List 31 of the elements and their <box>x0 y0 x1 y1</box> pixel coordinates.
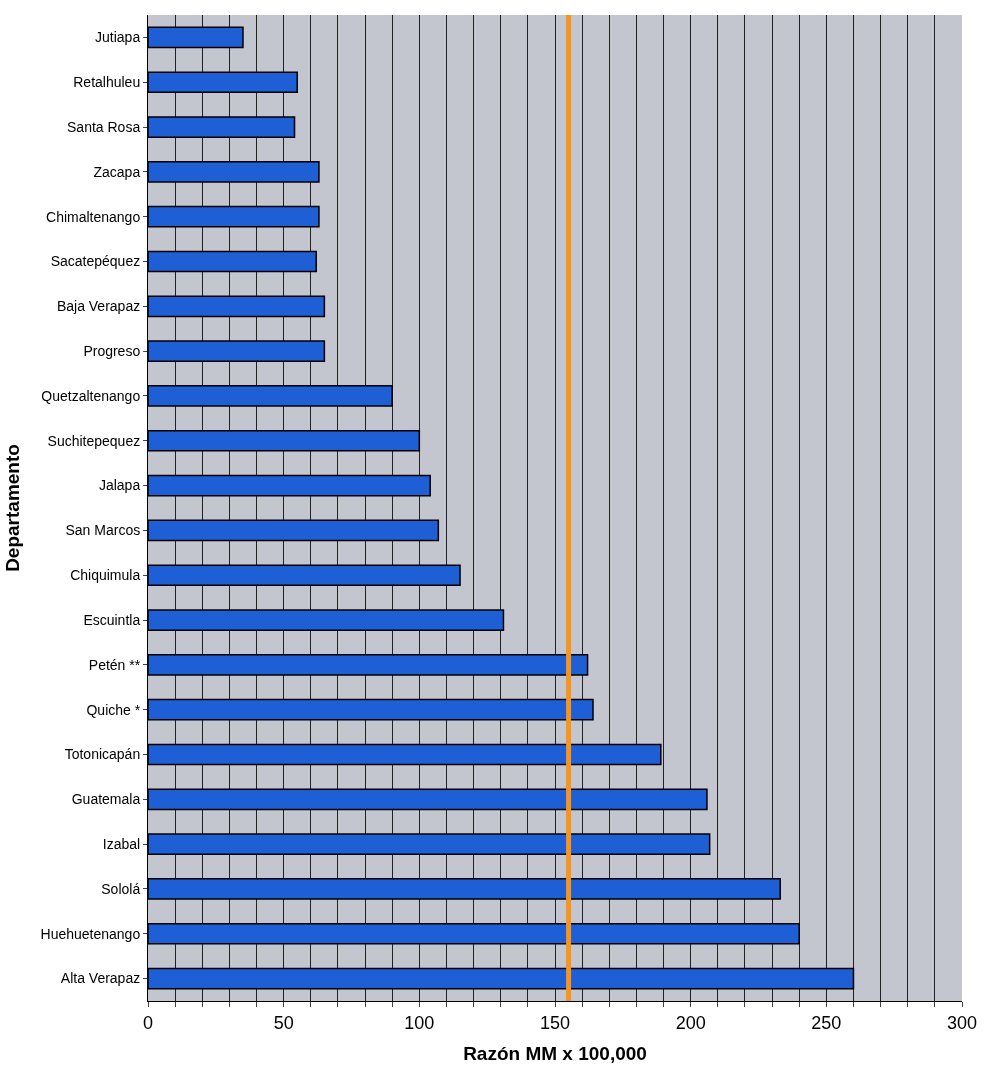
x-tick-label: 250 <box>811 1012 842 1033</box>
y-tick-label: Huehuetenango <box>40 925 141 942</box>
y-tick-label: Baja Verapaz <box>56 298 141 315</box>
y-tick-label: Petén ** <box>88 656 141 673</box>
y-tick-label: Jutiapa <box>95 29 141 46</box>
x-axis-title: Razón MM x 100,000 <box>463 1043 647 1065</box>
y-tick-label: Escuintla <box>83 611 141 628</box>
x-tick-label: 200 <box>675 1012 706 1033</box>
y-tick-label: Sacatepéquez <box>50 253 141 270</box>
y-tick-label: Retalhuleu <box>73 74 141 91</box>
y-tick-label: Sololá <box>101 880 141 897</box>
y-tick-label: Chiquimula <box>70 567 141 584</box>
y-tick-label: Totonicapán <box>64 746 141 763</box>
x-tick-label: 0 <box>142 1012 154 1033</box>
y-tick-label: Suchitepequez <box>47 432 141 449</box>
y-tick-label: Chimaltenango <box>46 208 141 225</box>
x-tick-label: 100 <box>404 1012 435 1033</box>
y-axis-title: Departamento <box>2 444 24 572</box>
y-tick-label: San Marcos <box>65 522 141 539</box>
y-tick-label: Quiche * <box>86 701 141 718</box>
y-tick-label: Progreso <box>83 343 141 360</box>
x-tick-label: 50 <box>273 1012 294 1033</box>
y-tick-label: Alta Verapaz <box>60 970 141 987</box>
y-tick-label: Quetzaltenango <box>41 387 141 404</box>
y-tick-label: Guatemala <box>71 791 141 808</box>
x-tick-label: 150 <box>539 1012 571 1033</box>
x-tick-label: 300 <box>946 1012 978 1033</box>
y-tick-label: Santa Rosa <box>67 118 141 135</box>
y-tick-label: Zacapa <box>93 163 141 180</box>
y-tick-label: Jalapa <box>98 477 141 494</box>
y-tick-label: Izabal <box>102 836 141 853</box>
